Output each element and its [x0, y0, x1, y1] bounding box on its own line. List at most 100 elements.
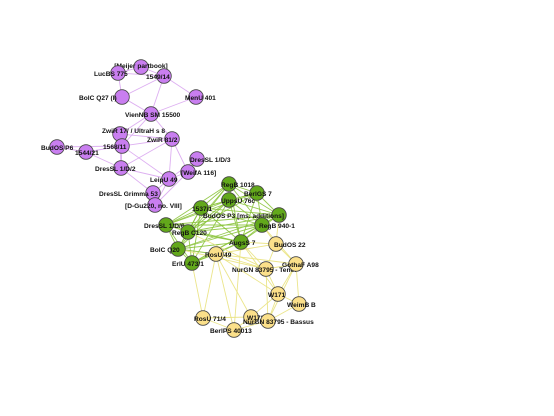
node-circle[interactable]	[243, 309, 259, 325]
node-label: UppsU 76c	[221, 198, 255, 205]
node-circle[interactable]	[147, 197, 163, 213]
node-circle[interactable]	[288, 256, 304, 272]
node-g10[interactable]: BolC Q20	[150, 241, 186, 257]
node-circle[interactable]	[260, 313, 276, 329]
node-g1[interactable]: RegB 1018	[221, 176, 255, 192]
node-p15[interactable]: LeipU 49	[150, 171, 178, 187]
node-label: AugsS 7	[229, 240, 256, 247]
node-circle[interactable]	[233, 234, 249, 250]
node-circle[interactable]	[158, 217, 174, 233]
node-label: 1568/11	[103, 144, 127, 151]
node-p4[interactable]: BolC Q27 (I)	[79, 89, 130, 105]
edge-g3-g5	[200, 207, 280, 216]
node-y10[interactable]: BerlPS 40013	[210, 322, 252, 338]
node-circle[interactable]	[221, 176, 237, 192]
edge-p8-p9	[121, 138, 173, 147]
node-g4[interactable]: UppsU 76c	[221, 192, 255, 208]
node-circle[interactable]	[208, 246, 224, 262]
node-circle[interactable]	[161, 171, 177, 187]
node-label: W173	[247, 315, 265, 322]
node-circle[interactable]	[270, 286, 286, 302]
node-circle[interactable]	[188, 89, 204, 105]
node-y5[interactable]: W171	[268, 286, 286, 302]
node-circle[interactable]	[184, 255, 200, 271]
node-circle[interactable]	[180, 164, 196, 180]
edge-g9-y10	[233, 241, 242, 331]
node-label: VienNB SM 15500	[125, 112, 181, 119]
node-p13[interactable]: DresSL 1/D/2	[95, 160, 136, 176]
node-g5[interactable]: BudOS P3 [ms. additions]	[203, 207, 287, 223]
node-y8[interactable]: W173	[243, 309, 265, 325]
node-label: BolC Q20	[150, 247, 180, 254]
node-y4[interactable]: GothaF A98	[282, 256, 319, 272]
node-p8[interactable]: ZwiR 81/2	[147, 131, 180, 147]
node-circle[interactable]	[268, 236, 284, 252]
node-p3[interactable]: 1549/14	[146, 68, 172, 84]
node-p6[interactable]: VienNB SM 15500	[125, 106, 181, 122]
node-circle[interactable]	[78, 144, 94, 160]
node-y6[interactable]: WeimB B	[287, 296, 316, 312]
node-label: LeipU 49	[150, 177, 178, 184]
node-label: DresSL 1/D/3	[190, 157, 231, 164]
node-circle[interactable]	[133, 59, 149, 75]
node-g9[interactable]: AugsS 7	[229, 234, 256, 250]
node-circle[interactable]	[113, 160, 129, 176]
node-circle[interactable]	[189, 151, 205, 167]
node-circle[interactable]	[114, 138, 130, 154]
node-g6[interactable]: DresSL 1/D/6	[144, 217, 185, 233]
node-p1[interactable]: [Meijer partbook]	[114, 59, 168, 75]
node-p5[interactable]: MenU 401	[185, 89, 216, 105]
node-label: ZwiR 17/ / UltraH s 8	[102, 128, 165, 135]
node-circle[interactable]	[49, 139, 65, 155]
node-y1[interactable]: BudOS 22	[268, 236, 306, 252]
node-p11[interactable]: 1544/21	[75, 144, 99, 160]
node-g3[interactable]: 1537/1	[192, 200, 213, 216]
node-circle[interactable]	[193, 200, 209, 216]
edge-g2-g9	[240, 192, 258, 243]
edge-g4-g5	[228, 199, 280, 216]
node-p17[interactable]: [D-Gu220, no. VIII]	[125, 197, 182, 213]
node-circle[interactable]	[114, 89, 130, 105]
node-y3[interactable]: NurGN 83795 - Tenor	[232, 261, 298, 277]
node-g8[interactable]: RegB 940-1	[254, 217, 296, 233]
node-p14[interactable]: [WeifA 116]	[180, 164, 216, 180]
node-circle[interactable]	[110, 65, 126, 81]
node-circle[interactable]	[271, 207, 287, 223]
node-label: DresSL 1/D/6	[144, 223, 185, 230]
node-label: RegB C120	[172, 230, 207, 237]
node-circle[interactable]	[180, 224, 196, 240]
node-g7[interactable]: RegB C120	[172, 224, 207, 240]
node-p2[interactable]: LucBS 775	[94, 65, 128, 81]
node-circle[interactable]	[254, 217, 270, 233]
node-circle[interactable]	[170, 241, 186, 257]
node-circle[interactable]	[226, 322, 242, 338]
node-circle[interactable]	[221, 192, 237, 208]
edge-p8-p13	[120, 138, 173, 169]
node-p10[interactable]: BudOS P6	[41, 139, 74, 155]
node-g11[interactable]: ErlU 473/1	[172, 255, 204, 271]
node-layer: [Meijer partbook]LucBS 775 1549/14 BolC Q2…	[41, 59, 319, 338]
node-p16[interactable]: DresSL Grimma 53	[99, 185, 161, 201]
edge-g11-y7	[191, 262, 204, 319]
node-p9[interactable]: 1568/11	[103, 138, 130, 154]
node-circle[interactable]	[249, 185, 265, 201]
node-circle[interactable]	[164, 131, 180, 147]
node-label: DresSL Grimma 53	[99, 191, 158, 198]
node-label: NurGN 83795 - Bassus	[243, 319, 314, 326]
node-circle[interactable]	[143, 106, 159, 122]
node-label: BerlGS 7	[244, 191, 272, 198]
node-circle[interactable]	[195, 310, 211, 326]
edge-g3-g11	[191, 207, 202, 264]
node-y7[interactable]: RosU 71/4	[194, 310, 226, 326]
node-circle[interactable]	[291, 296, 307, 312]
node-label: 1537/1	[192, 206, 213, 213]
node-circle[interactable]	[156, 68, 172, 84]
edge-g6-g9	[165, 224, 242, 243]
node-circle[interactable]	[258, 261, 274, 277]
node-g2[interactable]: BerlGS 7	[244, 185, 272, 201]
edge-g8-g10	[177, 224, 263, 250]
node-y9[interactable]: NurGN 83795 - Bassus	[243, 313, 314, 329]
node-y2[interactable]: RosU 49	[205, 246, 232, 262]
node-p12[interactable]: DresSL 1/D/3	[189, 151, 231, 167]
node-label: [WeifA 116]	[181, 170, 216, 177]
